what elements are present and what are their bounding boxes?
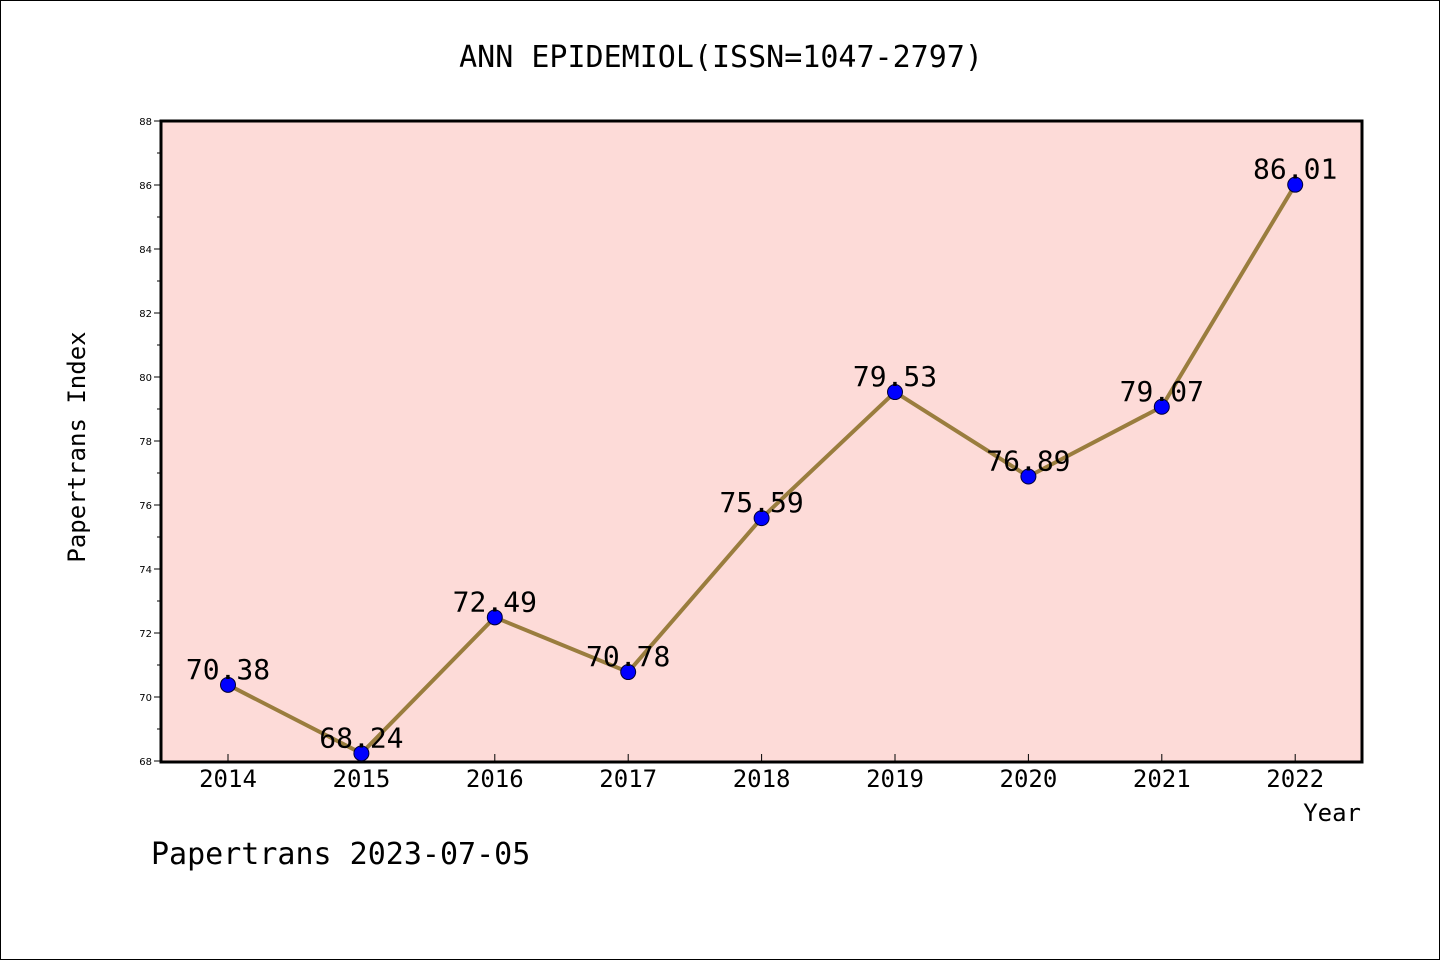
data-points [220,176,1304,762]
y-tick-label: 78 [139,437,152,448]
data-label: 75.59 [719,486,803,519]
x-axis: 2014 2015 2016 2017 2018 2019 2020 2021 2022 [199,754,1324,793]
y-tick-label: 76 [139,501,152,512]
data-label: 76.89 [986,445,1070,478]
x-tick-label: 2021 [1133,765,1191,793]
y-tick-label: 72 [139,629,152,640]
x-tick-label: 2019 [866,765,924,793]
x-tick-label: 2016 [466,765,524,793]
y-axis: 68 70 72 74 76 78 80 82 84 86 88 [139,117,161,768]
data-label: 70.78 [586,640,670,673]
data-label: 79.07 [1120,375,1204,408]
x-tick-label: 2018 [733,765,791,793]
x-tick-label: 2017 [599,765,657,793]
y-tick-label: 88 [139,117,152,128]
footer-stamp: Papertrans 2023-07-05 [151,837,530,872]
data-point [220,676,236,693]
y-tick-label: 84 [139,245,152,256]
data-point [887,384,903,401]
data-label: 72.49 [453,585,537,618]
data-point [486,609,503,626]
data-label: 68.24 [319,721,403,754]
data-point [1153,398,1170,415]
plot-area [159,119,1364,764]
y-tick-label: 74 [139,565,152,576]
data-label: 70.38 [186,653,270,686]
x-tick-label: 2015 [333,765,391,793]
chart-title: ANN EPIDEMIOL(ISSN=1047-2797) [459,40,983,75]
y-tick-label: 82 [139,309,152,320]
y-tick-label: 86 [139,181,152,192]
data-point [353,745,370,762]
x-tick-label: 2014 [199,765,257,793]
y-tick-label: 70 [139,693,152,704]
x-tick-label: 2022 [1266,765,1324,793]
data-point [620,664,637,681]
x-tick-label: 2020 [1000,765,1058,793]
data-labels: 70.38 68.24 72.49 70.78 75.59 79.53 76.89 79.07… [186,153,1337,755]
y-tick-label: 68 [139,757,152,768]
data-point [1020,468,1037,485]
data-point [1287,176,1304,193]
data-label: 79.53 [853,360,937,393]
x-axis-label: Year [1303,799,1361,827]
y-tick-label: 80 [139,373,152,384]
data-point [753,510,770,527]
y-axis-label: Papertrans Index [63,331,91,562]
data-label: 86.01 [1253,153,1337,186]
